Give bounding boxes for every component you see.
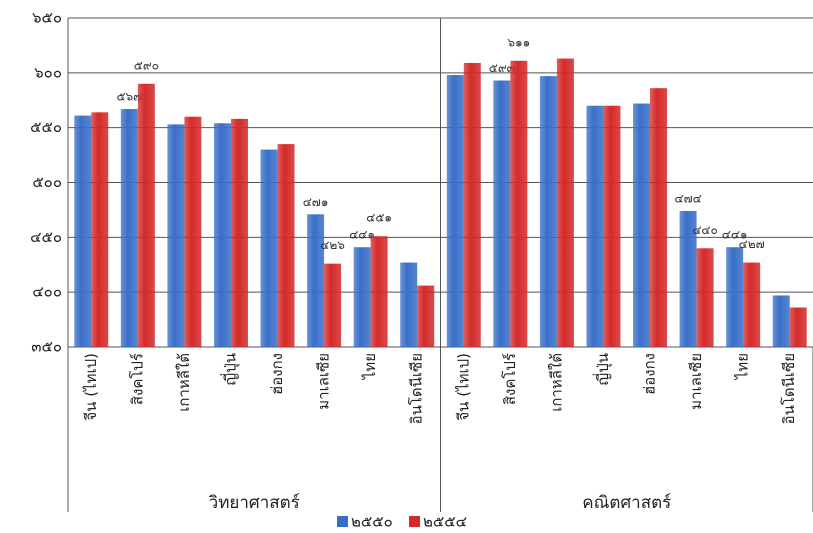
data-label: ๔๗๑ xyxy=(303,195,329,209)
x-tick-label: ฮ่องกง xyxy=(268,353,286,395)
bar xyxy=(277,144,295,347)
bar xyxy=(603,105,621,347)
x-tick-label: จีน (ไทเป) xyxy=(82,353,100,421)
x-tick-label: มาเลเซีย xyxy=(315,353,333,410)
y-tick-label: ๔๐๐ xyxy=(32,283,62,301)
bar xyxy=(260,149,278,347)
bar xyxy=(400,262,418,347)
bar xyxy=(230,118,248,347)
bar xyxy=(167,124,185,347)
bar xyxy=(91,112,109,348)
bar xyxy=(510,60,528,348)
x-tick-label: อินโดนีเซีย xyxy=(408,353,426,424)
y-tick-label: ๓๕๐ xyxy=(31,338,62,356)
legend-label: ๒๕๕๔ xyxy=(423,513,467,531)
data-label: ๔๗๔ xyxy=(675,192,702,206)
data-label: ๖๑๑ xyxy=(507,35,530,49)
x-tick-label: สิงคโปร์ xyxy=(128,353,146,405)
bar xyxy=(446,75,464,347)
legend-swatch xyxy=(409,516,420,527)
data-label: ๕๙๐ xyxy=(134,58,159,72)
bar xyxy=(789,307,807,347)
x-tick-label: ไทย xyxy=(734,353,752,380)
data-label: ๕๖๗ xyxy=(116,90,142,104)
x-tick-label: ไทย xyxy=(361,353,379,380)
bar xyxy=(696,248,714,347)
bar xyxy=(493,80,511,347)
bar xyxy=(586,105,604,347)
bar xyxy=(213,123,231,347)
bar xyxy=(463,62,481,348)
bar xyxy=(743,262,761,347)
x-tick-label: สิงคโปร์ xyxy=(501,353,519,405)
x-tick-label: เกาหลีใต้ xyxy=(547,353,565,412)
x-tick-label: ญี่ปุ่น xyxy=(219,353,240,386)
bar xyxy=(772,295,790,347)
legend-swatch xyxy=(337,516,348,527)
bar xyxy=(370,236,388,347)
bar xyxy=(679,211,697,347)
data-label: ๔๔๐ xyxy=(692,223,718,237)
bar xyxy=(120,109,138,347)
bar xyxy=(324,263,342,347)
bar xyxy=(726,247,744,347)
data-label: ๔๔๑ xyxy=(349,228,375,242)
x-tick-label: ฮ่องกง xyxy=(641,353,659,395)
data-label: ๔๒๗ xyxy=(739,237,765,251)
bar xyxy=(184,116,202,347)
group-label: วิทยาศาสตร์ xyxy=(208,493,300,513)
x-tick-label: มาเลเซีย xyxy=(687,353,705,410)
data-label: ๔๕๑ xyxy=(366,211,392,225)
bar xyxy=(650,88,668,347)
y-tick-label: ๕๕๐ xyxy=(30,118,62,136)
data-label: ๕๙๓ xyxy=(489,61,515,75)
bar xyxy=(633,103,651,347)
data-label: ๔๒๖ xyxy=(320,238,345,252)
bar xyxy=(417,285,435,347)
bar xyxy=(539,76,557,347)
bar xyxy=(74,115,92,347)
y-tick-label: ๖๕๐ xyxy=(32,9,62,27)
legend-label: ๒๕๕๐ xyxy=(351,513,393,531)
group-label: คณิตศาสตร์ xyxy=(582,493,671,513)
data-label: ๔๔๑ xyxy=(722,228,748,242)
bar xyxy=(556,58,574,348)
y-tick-label: ๕๐๐ xyxy=(32,173,62,191)
bar xyxy=(137,83,155,348)
bar xyxy=(353,247,371,347)
x-tick-label: เกาหลีใต้ xyxy=(175,353,193,412)
y-tick-label: ๔๕๐ xyxy=(30,228,62,246)
y-tick-label: ๖๐๐ xyxy=(34,63,62,81)
x-tick-label: จีน (ไทเป) xyxy=(454,353,472,421)
x-tick-label: อินโดนีเซีย xyxy=(780,353,798,424)
x-tick-label: ญี่ปุ่น xyxy=(592,353,613,386)
bar xyxy=(307,214,325,347)
